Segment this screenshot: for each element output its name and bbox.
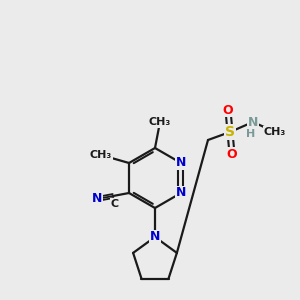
Text: O: O xyxy=(223,103,233,116)
Text: N: N xyxy=(176,157,186,169)
Text: N: N xyxy=(150,230,160,244)
Text: CH₃: CH₃ xyxy=(149,117,171,127)
Text: O: O xyxy=(227,148,237,160)
Text: S: S xyxy=(225,125,235,139)
Text: CH₃: CH₃ xyxy=(90,150,112,160)
Text: C: C xyxy=(111,199,119,209)
Text: CH₃: CH₃ xyxy=(264,127,286,137)
Text: N: N xyxy=(248,116,258,128)
Text: H: H xyxy=(246,129,256,139)
Text: N: N xyxy=(92,193,102,206)
Text: N: N xyxy=(176,187,186,200)
